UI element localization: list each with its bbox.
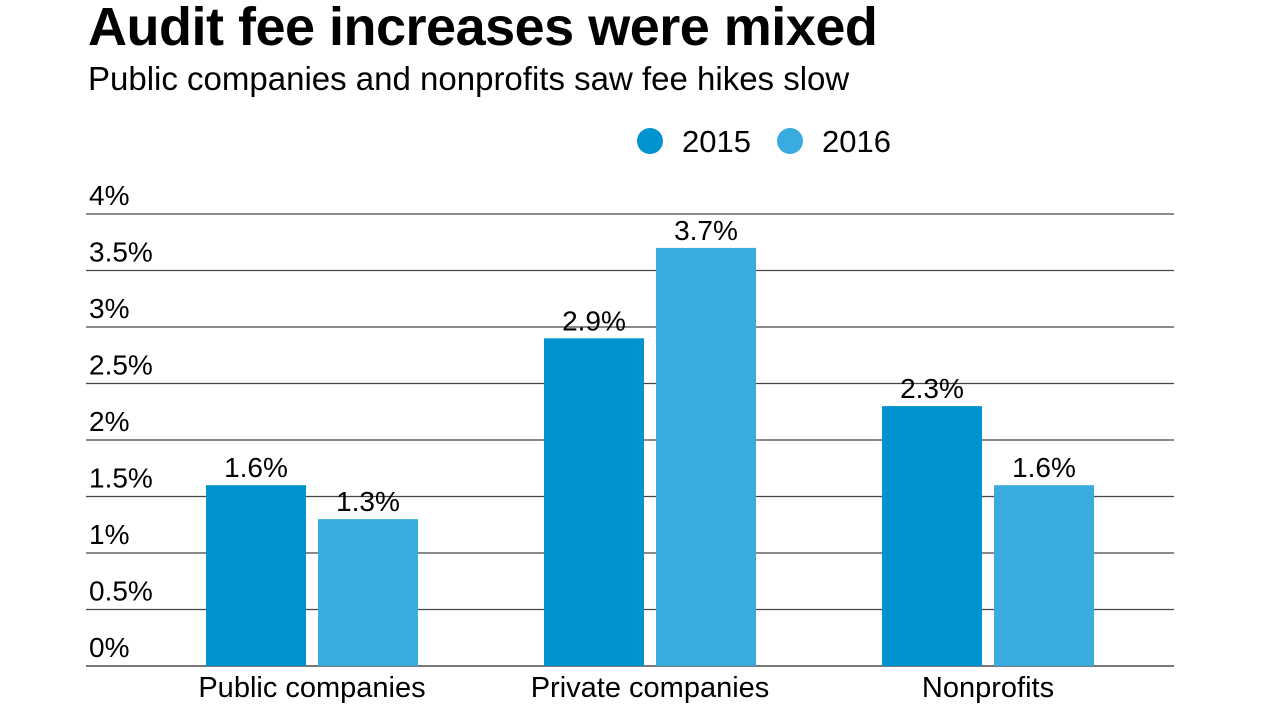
bar-2015 [882, 406, 982, 666]
bar-2016 [318, 519, 418, 666]
y-tick-label: 3.5% [89, 237, 153, 268]
chart-title: Audit fee increases were mixed [88, 0, 878, 57]
y-tick-label: 3% [89, 293, 129, 324]
legend-label: 2015 [682, 124, 751, 159]
data-label: 3.7% [674, 215, 738, 246]
x-category-label: Public companies [198, 672, 425, 704]
data-label: 1.6% [1012, 452, 1076, 483]
bar-2015 [544, 338, 644, 666]
data-label: 2.9% [562, 305, 626, 336]
y-tick-label: 0% [89, 632, 129, 663]
legend-marker-2016 [777, 128, 803, 154]
data-label: 2.3% [900, 373, 964, 404]
x-category-label: Private companies [531, 672, 770, 704]
y-tick-label: 2.5% [89, 350, 153, 381]
bar-2016 [656, 247, 756, 666]
legend-marker-2015 [637, 128, 663, 154]
x-category-label: Nonprofits [922, 672, 1054, 704]
y-tick-label: 4% [89, 180, 129, 211]
y-tick-label: 1.5% [89, 463, 153, 494]
bar-2016 [994, 485, 1094, 666]
y-tick-label: 1% [89, 519, 129, 550]
chart-subtitle: Public companies and nonprofits saw fee … [88, 60, 850, 97]
bar-2015 [206, 485, 306, 666]
data-label: 1.6% [224, 452, 288, 483]
y-tick-label: 0.5% [89, 576, 153, 607]
data-label: 1.3% [336, 486, 400, 517]
legend-label: 2016 [822, 124, 891, 159]
y-tick-label: 2% [89, 406, 129, 437]
